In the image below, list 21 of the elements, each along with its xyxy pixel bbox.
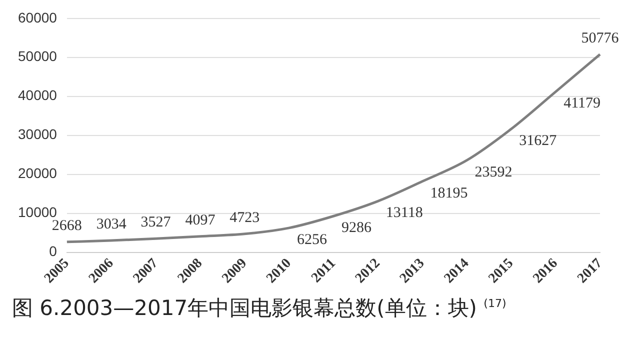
data-label: 13118	[386, 205, 423, 222]
y-tick-label: 60000	[18, 9, 58, 26]
y-tick-label: 10000	[18, 204, 58, 220]
y-tick-label: 40000	[18, 87, 58, 104]
data-label: 31627	[519, 132, 558, 149]
data-label: 2668	[52, 218, 82, 234]
data-label: 9286	[341, 220, 372, 236]
data-label: 4723	[230, 210, 260, 226]
data-label: 6256	[297, 232, 328, 248]
y-tick-label: 30000	[18, 126, 58, 142]
data-label: 3034	[96, 216, 127, 232]
data-label: 41179	[564, 96, 601, 112]
y-tick-label: 20000	[18, 165, 58, 182]
data-label: 4097	[185, 212, 216, 228]
y-tick-label: 0	[49, 243, 58, 260]
data-label: 23592	[474, 164, 512, 180]
data-label: 3527	[140, 214, 172, 231]
text: 图 6.2003—2017年中国电影银幕总数(单位：块) $^{(17)}$	[11, 295, 508, 322]
data-label: 18195	[430, 185, 468, 202]
data-label: 50776	[581, 30, 620, 46]
y-tick-label: 50000	[18, 48, 58, 64]
